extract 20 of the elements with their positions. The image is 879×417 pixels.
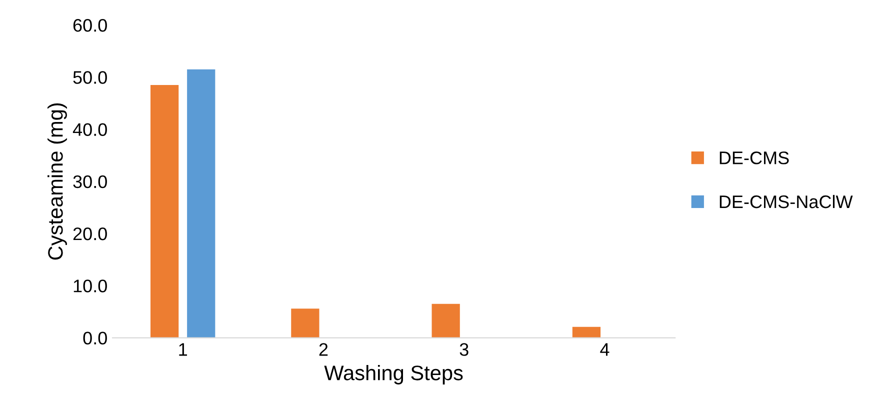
bar: [187, 69, 216, 338]
y-tick-label: 30.0: [73, 175, 107, 188]
bar: [291, 308, 320, 338]
y-tick-label: 0.0: [83, 332, 107, 344]
y-axis-title: Cysteamine (mg): [48, 103, 67, 260]
x-tick-label: 3: [460, 343, 468, 356]
y-tick-label: 50.0: [73, 71, 107, 84]
y-tick-label: 20.0: [73, 227, 107, 240]
legend-label: DE-CMS: [720, 152, 789, 164]
x-tick-label: 2: [319, 343, 328, 356]
bar: [150, 84, 179, 338]
x-tick-label: 4: [600, 343, 610, 356]
y-tick-label: 60.0: [73, 18, 107, 32]
x-tick-label: 1: [179, 343, 187, 356]
y-tick-label: 40.0: [72, 123, 107, 136]
bar: [572, 326, 601, 338]
y-tick-label: 10.0: [74, 280, 107, 292]
legend-label: DE-CMS-NaClW: [720, 194, 853, 208]
bar: [432, 304, 460, 338]
x-axis-title: Washing Steps: [324, 365, 463, 384]
